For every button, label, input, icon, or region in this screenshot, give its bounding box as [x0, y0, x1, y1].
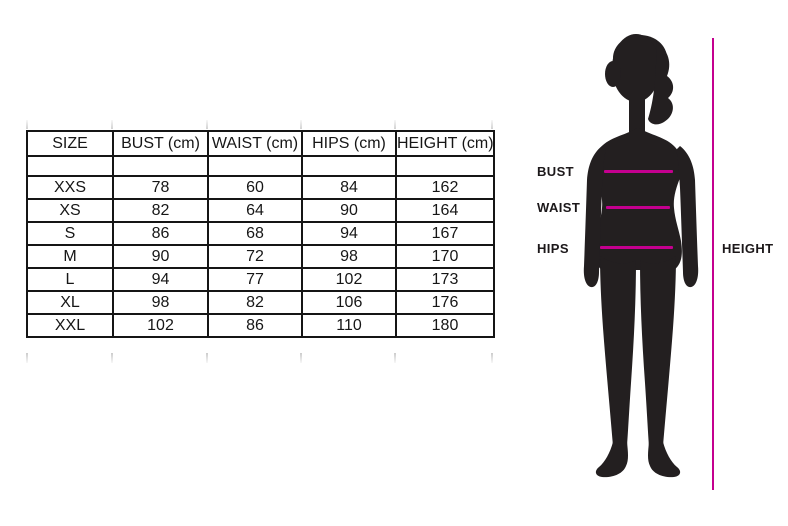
- waist-cell: 72: [207, 244, 303, 269]
- reflection-mark: [111, 353, 113, 363]
- bust-cell: 82: [112, 198, 209, 223]
- table-row-xxs: XXS 78 60 84 162: [26, 175, 495, 200]
- height-cell: 173: [395, 267, 495, 292]
- bust-label: BUST: [537, 164, 574, 179]
- size-cell: XS: [26, 198, 114, 223]
- header-row: SIZE BUST (cm) WAIST (cm) HIPS (cm) HEIG…: [26, 130, 495, 157]
- waist-cell: 77: [207, 267, 303, 292]
- spacer-cell: [395, 155, 495, 177]
- spacer-cell: [112, 155, 209, 177]
- column-header-height: HEIGHT (cm): [395, 130, 495, 157]
- spacer-cell: [301, 155, 397, 177]
- bust-cell: 98: [112, 290, 209, 315]
- waist-cell: 86: [207, 313, 303, 338]
- reflection-mark: [300, 353, 302, 363]
- reflection-mark: [206, 120, 208, 129]
- bust-cell: 102: [112, 313, 209, 338]
- column-header-size: SIZE: [26, 130, 114, 157]
- table-row-m: M 90 72 98 170: [26, 244, 495, 269]
- size-cell: L: [26, 267, 114, 292]
- height-cell: 167: [395, 221, 495, 246]
- woman-silhouette-icon: [583, 34, 699, 478]
- height-cell: 164: [395, 198, 495, 223]
- bust-cell: 86: [112, 221, 209, 246]
- spacer-cell: [26, 155, 114, 177]
- waist-measurement-line: [606, 206, 670, 209]
- table-row-xl: XL 98 82 106 176: [26, 290, 495, 315]
- hips-cell: 84: [301, 175, 397, 200]
- reflection-mark: [26, 120, 28, 129]
- table-row-xs: XS 82 64 90 164: [26, 198, 495, 223]
- waist-cell: 60: [207, 175, 303, 200]
- column-header-bust: BUST (cm): [112, 130, 209, 157]
- reflection-mark: [111, 120, 113, 129]
- height-measurement-line: [712, 38, 714, 490]
- table-row-s: S 86 68 94 167: [26, 221, 495, 246]
- bust-cell: 94: [112, 267, 209, 292]
- table-row-xxl: XXL 102 86 110 180: [26, 313, 495, 338]
- size-cell: XXL: [26, 313, 114, 338]
- column-header-waist: WAIST (cm): [207, 130, 303, 157]
- height-cell: 176: [395, 290, 495, 315]
- table-row-l: L 94 77 102 173: [26, 267, 495, 292]
- bust-cell: 90: [112, 244, 209, 269]
- hips-cell: 102: [301, 267, 397, 292]
- height-cell: 170: [395, 244, 495, 269]
- reflection-mark: [491, 353, 493, 363]
- bust-measurement-line: [604, 170, 673, 173]
- bust-cell: 78: [112, 175, 209, 200]
- waist-cell: 64: [207, 198, 303, 223]
- height-label: HEIGHT: [722, 241, 774, 256]
- waist-label: WAIST: [537, 200, 581, 215]
- reflection-mark: [394, 353, 396, 363]
- hips-label: HIPS: [537, 241, 569, 256]
- column-header-hips: HIPS (cm): [301, 130, 397, 157]
- spacer-row: [26, 155, 495, 177]
- waist-cell: 82: [207, 290, 303, 315]
- reflection-mark: [26, 353, 28, 363]
- hips-cell: 98: [301, 244, 397, 269]
- size-cell: M: [26, 244, 114, 269]
- hips-cell: 90: [301, 198, 397, 223]
- reflection-mark: [491, 120, 493, 129]
- height-cell: 180: [395, 313, 495, 338]
- height-cell: 162: [395, 175, 495, 200]
- size-cell: XXS: [26, 175, 114, 200]
- reflection-mark: [206, 353, 208, 363]
- hips-cell: 110: [301, 313, 397, 338]
- reflection-mark: [394, 120, 396, 129]
- size-cell: S: [26, 221, 114, 246]
- waist-cell: 68: [207, 221, 303, 246]
- spacer-cell: [207, 155, 303, 177]
- hips-measurement-line: [600, 246, 673, 249]
- hips-cell: 106: [301, 290, 397, 315]
- reflection-mark: [300, 120, 302, 129]
- size-cell: XL: [26, 290, 114, 315]
- hips-cell: 94: [301, 221, 397, 246]
- size-chart-table: SIZE BUST (cm) WAIST (cm) HIPS (cm) HEIG…: [26, 130, 495, 338]
